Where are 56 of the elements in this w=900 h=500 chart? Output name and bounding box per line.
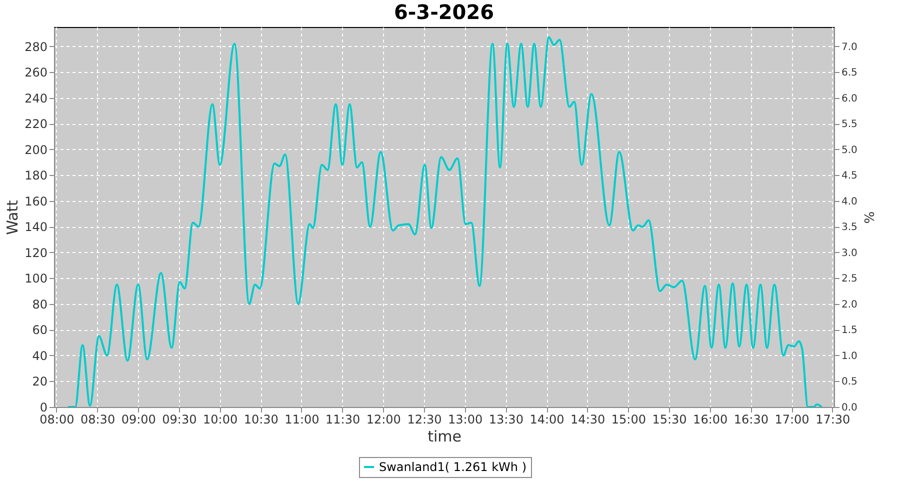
x-tick-label: 10:00 — [203, 412, 238, 426]
x-axis-title: time — [428, 428, 462, 446]
y2-tick-label: 1.0 — [842, 350, 858, 362]
y2-tick-label: 2.0 — [842, 299, 858, 310]
y-tick-label: 260 — [24, 66, 48, 80]
y-tick-label: 120 — [24, 246, 48, 260]
y-tick-label: 240 — [24, 91, 48, 106]
y-tick-label: 200 — [24, 142, 48, 157]
y2-tick-label: 5.5 — [842, 119, 858, 130]
y-tick-label: 280 — [24, 40, 48, 54]
x-tick-label: 13:00 — [448, 412, 483, 426]
y2-tick-label: 1.5 — [842, 325, 858, 336]
x-tick-label: 16:30 — [734, 412, 768, 426]
y-tick-label: 100 — [24, 272, 48, 286]
y-tick-label: 220 — [24, 117, 48, 132]
x-tick-label: 12:30 — [407, 412, 442, 426]
y2-tick-label: 5.0 — [842, 144, 858, 156]
y-tick-label: 80 — [32, 297, 48, 312]
x-tick-label: 12:00 — [366, 412, 401, 426]
y-tick-label: 160 — [24, 194, 48, 208]
x-tick-label: 09:00 — [121, 412, 156, 426]
legend-label: Swanland1( 1.261 kWh ) — [379, 460, 527, 474]
y-axis-title: Watt — [4, 200, 22, 235]
x-tick-label: 11:00 — [284, 412, 320, 426]
y2-axis-title: % — [860, 211, 876, 224]
y2-tick-label: 2.5 — [842, 274, 858, 285]
y2-tick-label: 4.5 — [842, 170, 858, 182]
x-tick-label: 08:30 — [80, 412, 116, 426]
y2-tick-label: 7.0 — [842, 42, 858, 53]
y2-tick-label: 3.0 — [842, 248, 858, 259]
x-tick-label: 17:30 — [816, 412, 850, 426]
x-tick-label: 09:30 — [162, 412, 197, 426]
y2-tick-label: 6.5 — [842, 68, 858, 79]
x-tick-label: 15:00 — [611, 412, 646, 426]
y-tick-label: 40 — [32, 348, 48, 363]
x-tick-label: 11:30 — [326, 412, 360, 426]
y2-tick-label: 3.5 — [842, 222, 858, 234]
y2-tick-label: 0.5 — [842, 376, 858, 388]
y-tick-label: 60 — [32, 323, 48, 338]
x-tick-label: 10:30 — [244, 412, 278, 426]
x-tick-label: 08:00 — [40, 412, 74, 426]
y2-tick-label: 4.0 — [842, 196, 858, 208]
chart-title: 6-3-2026 — [394, 0, 494, 24]
y2-tick-label: 0.0 — [842, 402, 858, 414]
x-tick-label: 16:00 — [693, 412, 728, 426]
x-tick-label: 14:30 — [570, 412, 606, 426]
x-tick-label: 13:30 — [488, 412, 524, 426]
x-tick-label: 14:00 — [530, 412, 564, 426]
y-tick-label: 140 — [24, 220, 48, 234]
y-tick-label: 0 — [40, 400, 48, 414]
x-tick-label: 17:00 — [774, 412, 810, 426]
y-tick-label: 20 — [32, 374, 48, 389]
y-tick-label: 180 — [24, 168, 48, 183]
line-series — [66, 36, 823, 407]
x-tick-label: 15:30 — [652, 412, 687, 426]
y2-tick-label: 6.0 — [842, 93, 858, 104]
